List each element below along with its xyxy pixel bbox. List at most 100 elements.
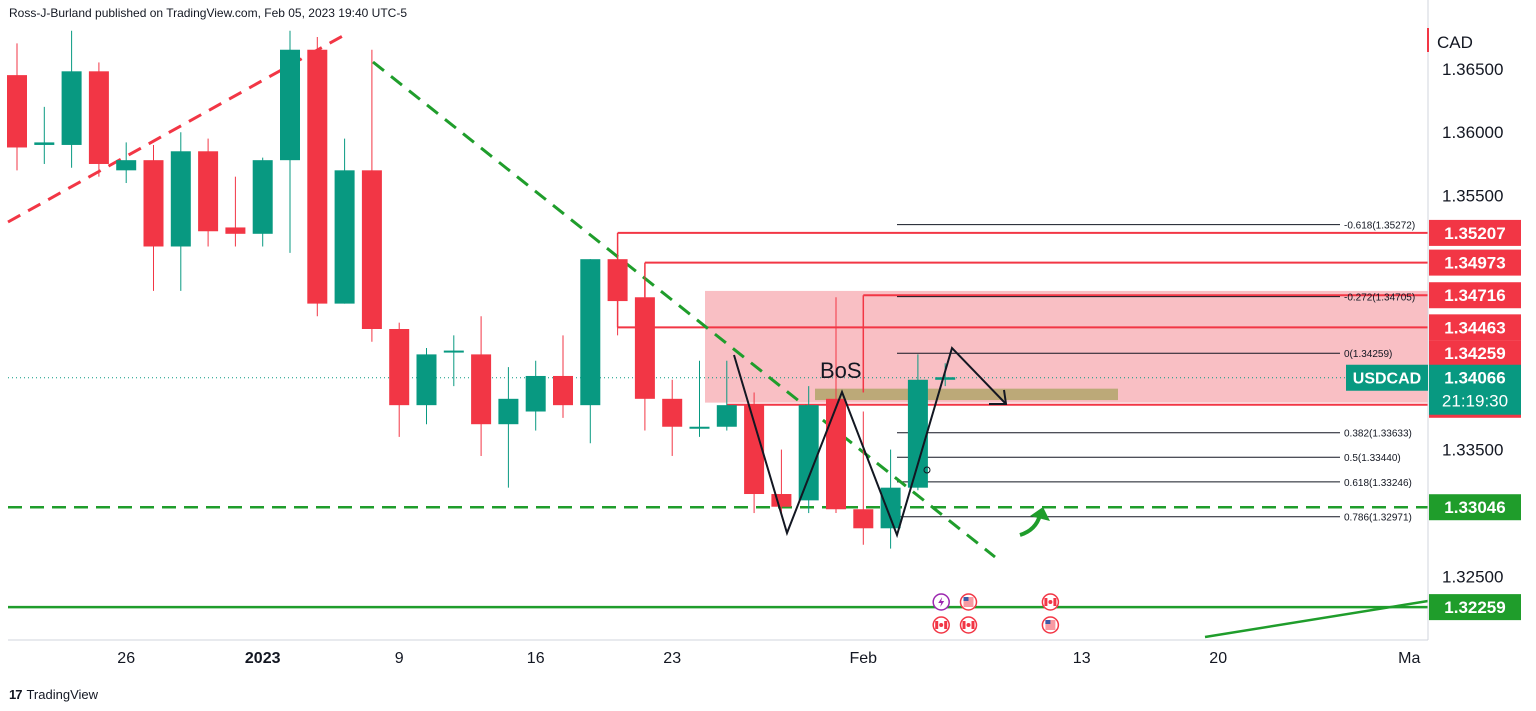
candle-body[interactable] — [634, 297, 655, 399]
x-tick-label: 13 — [1073, 650, 1091, 667]
lightning-icon[interactable] — [932, 593, 950, 611]
tradingview-logo-icon: 17 — [9, 687, 23, 702]
current-price-text: 1.34066 — [1444, 369, 1505, 388]
candle-body[interactable] — [744, 405, 765, 495]
price-tag-text: 1.33046 — [1444, 498, 1505, 517]
x-tick-label: 2023 — [245, 650, 281, 667]
candle-body[interactable] — [907, 379, 928, 488]
ca-flag-bar — [962, 621, 966, 629]
candle-body[interactable] — [170, 151, 191, 247]
fib-level-label: 0(1.34259) — [1344, 349, 1392, 360]
fib-level-label: 0.618(1.33246) — [1344, 478, 1412, 489]
ca-flag-bar — [1053, 598, 1057, 606]
candle-body[interactable] — [498, 398, 519, 425]
candle-body[interactable] — [880, 487, 901, 529]
ca-flag-icon[interactable] — [932, 616, 950, 634]
candle-body[interactable] — [61, 71, 82, 145]
pattern-drawing — [733, 346, 1007, 539]
candle-body[interactable] — [225, 227, 246, 234]
candle-body[interactable] — [334, 170, 355, 304]
price-tag-text: 1.34716 — [1444, 286, 1505, 305]
price-tag-text: 1.35207 — [1444, 224, 1505, 243]
candle-body[interactable] — [607, 259, 628, 302]
candle-body[interactable] — [198, 151, 219, 232]
candle-body[interactable] — [416, 354, 437, 406]
us-flag-icon[interactable] — [1041, 616, 1060, 634]
candle-body[interactable] — [361, 170, 382, 329]
publisher-caption: Ross-J-Burland published on TradingView.… — [9, 6, 407, 20]
fib-level-label: -0.618(1.35272) — [1344, 221, 1415, 232]
candles-layer — [7, 30, 956, 549]
y-tick-label: 1.32500 — [1442, 568, 1503, 587]
footer: 17 TradingView — [9, 687, 98, 702]
currency-label: CAD — [1437, 33, 1473, 52]
x-axis: 26 2023 9 16 23 Feb 13 20 Ma — [8, 639, 1428, 667]
arrow-head — [989, 389, 1008, 405]
candle-body[interactable] — [935, 377, 956, 380]
candle-body[interactable] — [662, 398, 683, 427]
fib-extension: -0.618(1.35272) -0.272(1.34705) 0(1.34259)… — [897, 221, 1415, 524]
candle-body[interactable] — [580, 259, 601, 406]
x-tick-label: Ma — [1398, 650, 1420, 667]
us-flag-canton — [1045, 620, 1051, 624]
bos-label: BoS — [820, 358, 862, 383]
ca-flag-icon[interactable] — [1041, 593, 1060, 611]
candle-body[interactable] — [716, 405, 737, 427]
ca-flag-bar — [935, 621, 939, 629]
us-flag-canton — [963, 597, 969, 601]
footer-brand: TradingView — [26, 687, 99, 702]
candle-body[interactable] — [771, 494, 792, 507]
price-tag — [1429, 249, 1521, 276]
y-tick-label: 1.35500 — [1442, 187, 1503, 206]
price-tag — [1429, 594, 1521, 621]
price-tag — [1429, 282, 1521, 309]
current-price-tag — [1429, 364, 1521, 415]
x-tick-label: 9 — [395, 650, 404, 667]
candle-body[interactable] — [34, 142, 55, 145]
candle-body[interactable] — [471, 354, 492, 425]
x-tick-label: 16 — [527, 650, 545, 667]
green-trendline — [372, 60, 996, 559]
fib-level-label: 0.382(1.33633) — [1344, 429, 1412, 440]
y-tick-label: 1.36000 — [1442, 123, 1503, 142]
price-tag-text: 1.34973 — [1444, 254, 1505, 273]
candle-body[interactable] — [307, 49, 328, 304]
us-flag-icon[interactable] — [959, 593, 978, 611]
candle-body[interactable] — [826, 398, 846, 510]
fib-level-label: -0.272(1.34705) — [1344, 293, 1415, 304]
x-tick-label: 26 — [117, 650, 135, 667]
supply-zone — [705, 290, 1428, 403]
candle-body[interactable] — [88, 71, 109, 164]
fib-level-label: 0.786(1.32971) — [1344, 513, 1412, 524]
candle-body[interactable] — [389, 329, 410, 406]
x-tick-label: 23 — [663, 650, 681, 667]
candle-body[interactable] — [443, 350, 464, 353]
candle-body[interactable] — [116, 160, 137, 171]
candle-body[interactable] — [143, 160, 164, 247]
candle-body[interactable] — [689, 426, 710, 429]
candle-body[interactable] — [252, 160, 273, 234]
price-tag-text: 1.32259 — [1444, 598, 1505, 617]
price-tag-text: 1.34259 — [1444, 344, 1505, 363]
candle-body[interactable] — [7, 75, 27, 148]
candle-body[interactable] — [853, 509, 874, 529]
y-axis: CAD 1.36500 1.36000 1.35500 1.33500 1.32500 — [1427, 0, 1503, 640]
demand-box — [815, 388, 1118, 401]
candle-body[interactable] — [553, 375, 573, 406]
y-tick-label: 1.33500 — [1442, 441, 1503, 460]
lightning-icon-bolt — [938, 597, 945, 607]
price-labels-layer: 1.352071.349731.347161.344631.342591.338… — [1346, 219, 1521, 621]
candle-body[interactable] — [798, 405, 819, 501]
x-tick-label: 20 — [1209, 650, 1227, 667]
price-tag — [1429, 340, 1521, 367]
price-tag-text: 1.34463 — [1444, 318, 1505, 337]
y-tick-label: 1.36500 — [1442, 60, 1503, 79]
ca-flag-icon[interactable] — [959, 616, 978, 634]
x-tick-label: Feb — [850, 650, 878, 667]
price-tag — [1429, 314, 1521, 341]
candle-body[interactable] — [280, 49, 300, 161]
symbol-tag — [1346, 364, 1428, 391]
candle-body[interactable] — [525, 375, 546, 412]
ca-flag-leaf — [966, 623, 971, 627]
